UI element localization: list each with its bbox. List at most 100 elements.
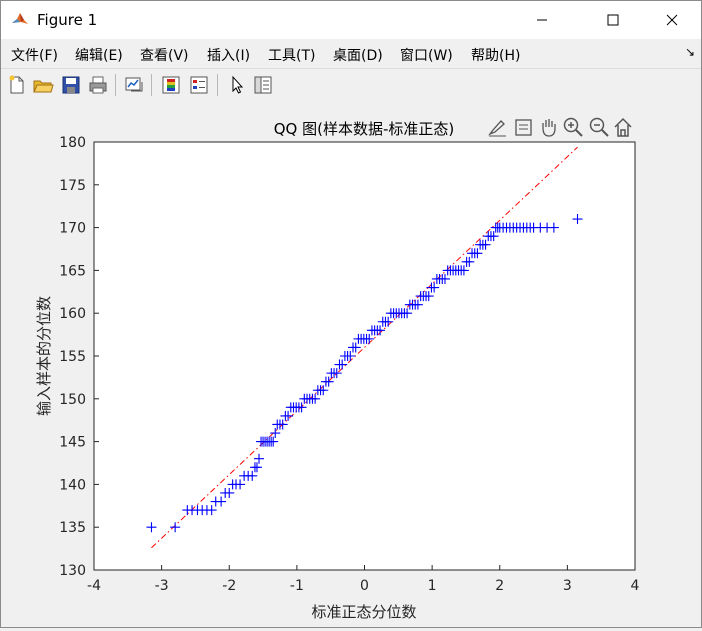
pointer-icon[interactable] [226,74,248,96]
y-tick-label: 140 [59,477,86,493]
data-point [364,333,375,344]
minimize-button[interactable] [519,1,565,39]
x-tick-label: 0 [360,578,369,594]
data-point [480,239,491,250]
data-point [206,505,217,516]
data-point [310,393,321,404]
data-point [383,316,394,327]
menu-help[interactable]: 帮助(H) [471,48,521,64]
y-tick-label: 150 [59,392,86,408]
close-icon [666,14,678,26]
data-point [283,410,294,421]
colorbar-icon[interactable] [160,74,182,96]
x-tick-label: 1 [428,578,437,594]
data-tips-icon[interactable] [515,119,532,136]
data-point [458,265,469,276]
data-point [337,359,348,370]
axes-toolbar [488,117,632,137]
window-title: Figure 1 [37,11,98,29]
data-point [423,291,434,302]
menu-desktop[interactable]: 桌面(D) [333,48,383,64]
menu-file[interactable]: 文件(F) [11,48,58,64]
matlab-logo-icon [12,13,28,24]
figure-toolbar [1,68,701,102]
legend-icon[interactable] [188,74,210,96]
menu-tools[interactable]: 工具(T) [268,48,316,64]
data-point [572,214,583,225]
data-point [412,299,423,310]
menu-view[interactable]: 查看(V) [140,48,189,64]
home-icon[interactable] [614,117,632,137]
maximize-icon [607,14,619,26]
data-point [170,522,181,533]
toolbar-separator [151,74,152,96]
y-tick-label: 145 [59,435,86,451]
zoom-out-icon[interactable] [589,117,609,137]
x-tick-label: -2 [222,578,236,594]
x-tick-label: -4 [87,578,101,594]
zoom-in-icon[interactable] [563,117,583,137]
maximize-button[interactable] [590,1,636,39]
x-tick-label: 2 [495,578,504,594]
data-point [216,496,227,507]
reference-line [151,146,578,549]
qq-plot[interactable]: -4 -3 -2 -1 0 1 2 3 4 130 135 140 145 150 155 160 165 17… [1,101,701,627]
y-tick-label: 160 [59,306,86,322]
x-tick-label: 3 [563,578,572,594]
data-point [488,231,499,242]
data-point [464,256,475,267]
data-point [270,428,281,439]
toolbar-separator [115,74,116,96]
menu-insert[interactable]: 插入(I) [207,48,251,64]
y-tick-label: 135 [59,520,86,536]
close-button[interactable] [649,1,695,39]
data-point [331,368,342,379]
y-tick-label: 165 [59,263,86,279]
data-point [277,419,288,430]
title-bar: Figure 1 [1,1,701,39]
property-inspector-icon[interactable] [252,74,274,96]
x-tick-label: 4 [631,578,640,594]
data-point [402,308,413,319]
x-tick-label: -1 [290,578,304,594]
data-point [350,342,361,353]
print-icon[interactable] [87,74,109,96]
data-point [235,479,246,490]
link-plot-icon[interactable] [123,74,145,96]
dock-arrow-icon[interactable]: ↘ [684,45,695,59]
menu-window[interactable]: 窗口(W) [400,48,453,64]
data-point [318,385,329,396]
menu-bar: 文件(F) 编辑(E) 查看(V) 插入(I) 工具(T) 桌面(D) 窗口(W… [1,41,701,67]
brush-icon[interactable] [488,120,506,137]
data-point [146,522,157,533]
figure-canvas: -4 -3 -2 -1 0 1 2 3 4 130 135 140 145 150 155 160 165 17… [1,101,701,627]
menu-edit[interactable]: 编辑(E) [75,48,123,64]
y-tick-label: 155 [59,349,86,365]
plot-axes[interactable] [93,141,636,571]
data-point [429,282,440,293]
data-point [345,351,356,361]
data-point [375,325,386,336]
save-icon[interactable] [60,74,82,96]
data-point [247,470,258,481]
pan-icon[interactable] [542,119,556,137]
data-point [548,222,559,233]
x-axis-label: 标准正态分位数 [311,603,416,621]
data-point [296,402,307,413]
y-tick-label: 130 [59,563,86,579]
data-point [251,462,262,473]
chart-title: QQ 图(样本数据-标准正态) [274,120,455,138]
y-tick-label: 175 [59,178,86,194]
data-point [224,487,235,498]
toolbar-separator [217,74,218,96]
data-point [268,436,279,447]
data-point [472,248,483,259]
y-tick-label: 180 [59,135,86,151]
data-point [254,453,265,464]
minimize-icon [537,19,547,21]
data-point [323,376,334,387]
y-tick-label: 170 [59,221,86,237]
open-file-icon[interactable] [32,74,54,96]
new-figure-icon[interactable] [6,74,28,96]
